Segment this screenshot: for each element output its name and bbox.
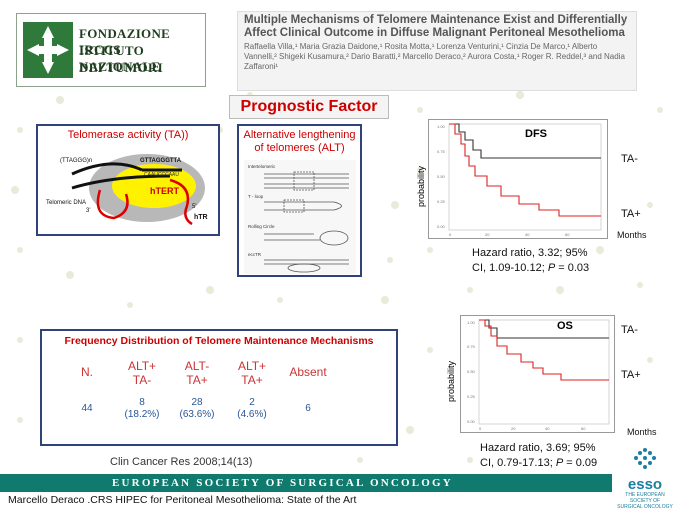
svg-text:20: 20	[485, 232, 490, 237]
freq-value-alt-pos-ta-neg: 8 (18.2%)	[124, 397, 160, 420]
svg-text:0.00: 0.00	[467, 419, 476, 424]
alt-diagram: Intertelomeric T - loop Rolling Circle e…	[244, 160, 356, 274]
ttaggg-label: (TTAGGG)n	[60, 158, 92, 164]
svg-text:0.00: 0.00	[437, 224, 446, 229]
prognostic-factor-label: Prognostic Factor	[229, 95, 389, 119]
gtt-label: GTTAGGGTTA	[140, 158, 182, 164]
frequency-distribution-panel: Frequency Distribution of Telomere Maint…	[40, 329, 398, 446]
esso-dots-icon	[634, 448, 656, 469]
alt-step-2: T - loop	[248, 194, 264, 199]
svg-text:0.50: 0.50	[467, 369, 476, 374]
freq-header-alt-neg-ta-pos: ALT- TA+	[184, 359, 210, 387]
os-months-label: Months	[627, 427, 657, 437]
article-header: Multiple Mechanisms of Telomere Maintena…	[237, 11, 637, 91]
logo-line-3: DEI TUMORI	[79, 60, 164, 75]
esso-sub-2: SOCIETY OF	[629, 498, 661, 504]
alt-panel: Alternative lengthening of telomeres (AL…	[237, 124, 362, 277]
freq-value-alt-neg-ta-pos: 28 (63.6%)	[179, 397, 215, 420]
alt-step-3: Rolling Circle	[248, 224, 275, 229]
institute-logo: FONDAZIONE IRCCS ISTITUTO NAZIONALE DEI …	[16, 13, 206, 87]
os-ta-minus-label: TA-	[621, 324, 638, 336]
esso-sub-1: THE EUROPEAN	[625, 492, 665, 498]
os-title: OS	[557, 320, 573, 332]
telomerase-diagram: (TTAGGG)n GTTAGGGTTA CAAUCCCAAU hTERT Te…	[46, 154, 208, 226]
svg-text:60: 60	[581, 426, 586, 431]
os-hr-line1: Hazard ratio, 3.69; 95%	[480, 442, 596, 454]
alt-step-1: Intertelomeric	[248, 164, 276, 169]
article-authors: Raffaella Villa,¹ Maria Grazia Daidone,¹…	[244, 42, 625, 71]
os-kaplan-meier-chart: 1.00 0.75 0.50 0.25 0.00 0 20 40 60 OS	[460, 315, 615, 433]
svg-text:60: 60	[565, 232, 570, 237]
svg-text:0.25: 0.25	[467, 394, 476, 399]
svg-text:40: 40	[525, 232, 530, 237]
telomeric-dna-label: Telomeric DNA	[46, 200, 86, 206]
three-prime-label: 3'	[86, 208, 90, 214]
dfs-hr-line2: CI, 1.09-10.12; P = 0.03	[472, 262, 590, 274]
svg-text:20: 20	[511, 426, 516, 431]
society-banner: EUROPEAN SOCIETY OF SURGICAL ONCOLOGY	[0, 474, 612, 492]
svg-text:0.50: 0.50	[437, 174, 446, 179]
dfs-kaplan-meier-chart: 1.00 0.75 0.50 0.25 0.00 0 20 40 60 DFS	[428, 119, 608, 239]
logo-line-2: ISTITUTO NAZIONALE	[79, 43, 161, 74]
alt-step-4: eccTR	[248, 252, 262, 257]
os-plot-area: 1.00 0.75 0.50 0.25 0.00 0 20 40 60	[467, 319, 610, 431]
telomerase-panel: Telomerase activity (TA)) (TTAGGG)n GTTA…	[36, 124, 220, 236]
telomerase-panel-title: Telomerase activity (TA))	[67, 129, 189, 141]
dfs-months-label: Months	[617, 230, 647, 240]
os-ylabel: probability	[446, 360, 456, 402]
htert-label: hTERT	[150, 186, 179, 196]
dfs-ta-minus-label: TA-	[621, 153, 638, 165]
svg-text:40: 40	[545, 426, 550, 431]
five-prime-label: 5'	[192, 204, 196, 210]
os-ta-plus-label: TA+	[621, 369, 641, 381]
esso-sub-3: SURGICAL ONCOLOGY	[617, 504, 673, 510]
frequency-title: Frequency Distribution of Telomere Maint…	[64, 335, 374, 347]
citation: Clin Cancer Res 2008;14(13)	[110, 456, 253, 468]
article-title: Multiple Mechanisms of Telomere Maintena…	[244, 14, 628, 39]
freq-header-alt-pos-ta-pos: ALT+ TA+	[237, 359, 267, 387]
svg-text:0.75: 0.75	[467, 344, 476, 349]
svg-text:0.25: 0.25	[437, 199, 446, 204]
svg-text:0.75: 0.75	[437, 149, 446, 154]
dfs-ylabel: probability	[416, 165, 426, 207]
freq-value-alt-pos-ta-pos: 2 (4.6%)	[237, 397, 267, 420]
svg-text:1.00: 1.00	[437, 124, 446, 129]
svg-text:0: 0	[479, 426, 482, 431]
freq-header-n: N.	[81, 365, 93, 379]
dfs-hr-line1: Hazard ratio, 3.32; 95%	[472, 247, 588, 259]
presentation-footer: Marcello Deraco .CRS HIPEC for Peritonea…	[8, 494, 357, 506]
esso-logo: esso THE EUROPEAN SOCIETY OF SURGICAL ON…	[616, 446, 674, 510]
svg-text:1.00: 1.00	[467, 320, 476, 325]
os-hazard-ratio: Hazard ratio, 3.69; 95% CI, 0.79-17.13; …	[480, 441, 597, 471]
freq-header-alt-pos-ta-neg: ALT+ TA-	[127, 359, 157, 387]
freq-header-absent: Absent	[289, 365, 327, 379]
freq-value-n: 44	[81, 403, 93, 414]
os-hr-line2: CI, 0.79-17.13; P = 0.09	[480, 457, 598, 469]
dfs-ta-plus-label: TA+	[621, 208, 641, 220]
dfs-hazard-ratio: Hazard ratio, 3.32; 95% CI, 1.09-10.12; …	[472, 246, 589, 276]
logo-line-1: FONDAZIONE IRCCS	[79, 26, 171, 57]
freq-value-absent: 6	[305, 403, 311, 414]
svg-text:0: 0	[449, 232, 452, 237]
esso-wordmark: esso	[627, 476, 663, 493]
alt-panel-title: Alternative lengthening of telomeres (AL…	[243, 129, 356, 154]
dfs-title: DFS	[525, 128, 547, 140]
caa-label: CAAUCCCAAU	[144, 172, 179, 178]
dfs-plot-area: 1.00 0.75 0.50 0.25 0.00 0 20 40 60	[437, 123, 602, 237]
cross-emblem-icon	[23, 22, 73, 78]
htr-label: hTR	[194, 214, 208, 221]
